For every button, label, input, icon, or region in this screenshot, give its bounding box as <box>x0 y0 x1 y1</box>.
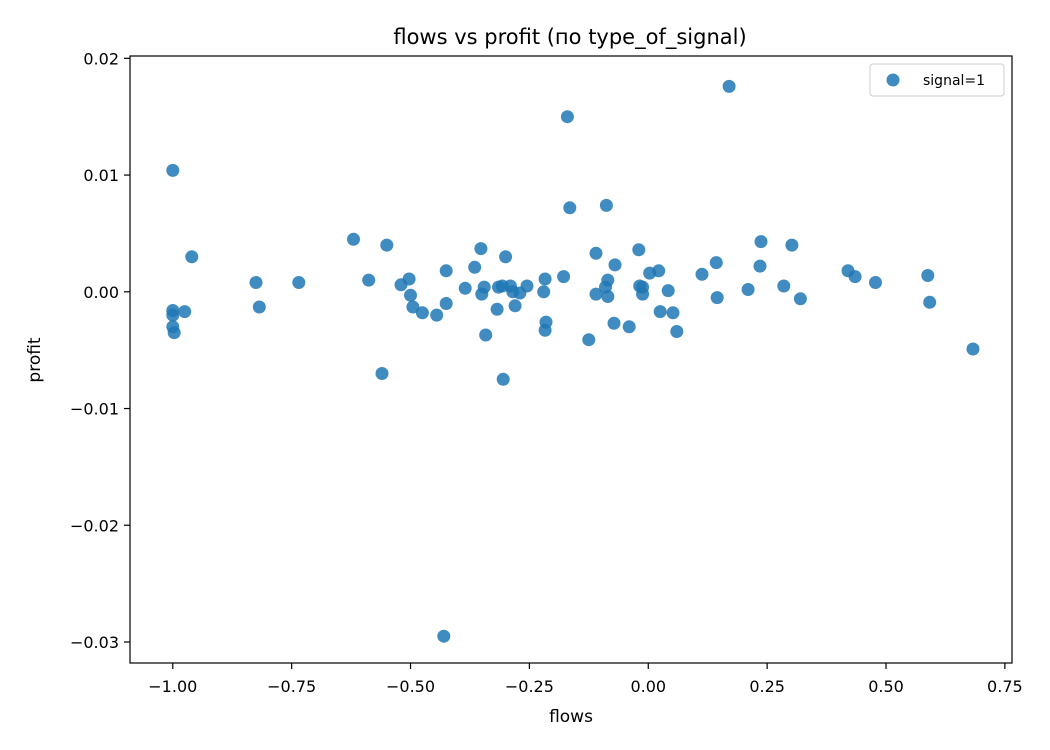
data-point <box>474 242 488 256</box>
data-point <box>608 258 622 272</box>
data-point <box>477 280 491 294</box>
x-tick-label: −1.00 <box>148 677 197 696</box>
legend-label: signal=1 <box>923 73 985 89</box>
data-point <box>563 201 577 215</box>
data-point <box>508 299 522 313</box>
data-point <box>589 287 603 301</box>
data-point <box>437 629 451 643</box>
data-point <box>402 272 416 286</box>
data-point <box>490 302 504 316</box>
data-point <box>599 198 613 212</box>
x-tick-label: −0.25 <box>505 677 554 696</box>
data-point <box>167 326 181 340</box>
data-point <box>479 328 493 342</box>
data-point <box>539 315 553 329</box>
data-point <box>753 259 767 273</box>
data-point <box>636 280 650 294</box>
data-point <box>589 246 603 260</box>
y-tick-label: −0.01 <box>70 400 119 419</box>
axes-frame <box>129 55 1013 664</box>
x-tick-label: −0.50 <box>386 677 435 696</box>
data-point <box>178 305 192 319</box>
data-point <box>347 232 360 246</box>
legend: signal=1 <box>869 63 1005 97</box>
data-point <box>166 308 180 322</box>
data-point <box>468 260 482 274</box>
y-tick-label: 0.02 <box>83 49 119 68</box>
y-axis-label: profit <box>25 337 45 383</box>
legend-box <box>869 63 1005 97</box>
y-tick-label: 0.00 <box>83 283 119 302</box>
data-point <box>777 279 791 293</box>
data-point <box>923 295 937 309</box>
data-point <box>652 264 666 278</box>
data-point <box>793 292 807 306</box>
data-point <box>458 281 472 295</box>
data-point <box>607 316 621 330</box>
y-tick-label: −0.02 <box>70 516 119 535</box>
x-axis-label: flows <box>549 707 593 727</box>
data-point <box>869 276 882 289</box>
data-point <box>249 276 263 289</box>
data-point <box>185 250 199 264</box>
data-point <box>661 284 675 298</box>
data-point <box>653 305 667 319</box>
data-point <box>601 273 615 287</box>
data-point <box>430 308 444 322</box>
data-point <box>670 325 684 338</box>
data-point <box>404 288 417 302</box>
data-point <box>520 279 534 293</box>
data-point <box>252 300 266 314</box>
data-point <box>709 256 723 270</box>
data-point <box>754 235 768 249</box>
x-axis-ticks: −1.00 −0.75 −0.50 −0.25 0.00 0.25 0.50 0.75 <box>148 663 1023 696</box>
data-point <box>695 267 709 281</box>
data-point <box>557 270 571 284</box>
data-point <box>406 300 420 314</box>
x-tick-label: −0.75 <box>267 677 316 696</box>
data-point <box>666 306 680 320</box>
y-tick-label: 0.01 <box>83 166 119 185</box>
data-point <box>439 297 453 310</box>
data-point <box>380 238 394 252</box>
data-point <box>710 291 724 305</box>
data-point <box>166 163 180 177</box>
data-point <box>632 243 646 257</box>
data-point <box>538 272 552 286</box>
data-point <box>439 264 453 278</box>
data-point <box>741 283 755 296</box>
data-point <box>496 372 510 386</box>
x-tick-label: 0.00 <box>630 677 666 696</box>
y-tick-label: −0.03 <box>70 633 119 652</box>
data-point <box>415 306 429 320</box>
data-point <box>966 342 980 356</box>
data-point <box>560 110 574 124</box>
y-axis-ticks: −0.03 −0.02 −0.01 0.00 0.01 0.02 <box>70 49 130 652</box>
data-point <box>582 333 596 347</box>
data-point <box>601 290 615 303</box>
data-point <box>537 285 551 299</box>
chart-title: flows vs profit (по type_of_signal) <box>393 25 746 50</box>
data-point <box>785 238 799 252</box>
data-point <box>375 367 389 380</box>
data-point <box>362 273 376 287</box>
legend-marker <box>886 73 900 87</box>
x-tick-label: 0.25 <box>749 677 785 696</box>
data-point <box>848 270 862 284</box>
data-point <box>722 79 736 93</box>
data-points <box>166 79 980 643</box>
data-point <box>499 250 513 264</box>
data-point <box>622 320 636 334</box>
x-tick-label: 0.75 <box>987 677 1023 696</box>
data-point <box>921 269 935 282</box>
x-tick-label: 0.50 <box>868 677 904 696</box>
data-point <box>292 276 306 289</box>
